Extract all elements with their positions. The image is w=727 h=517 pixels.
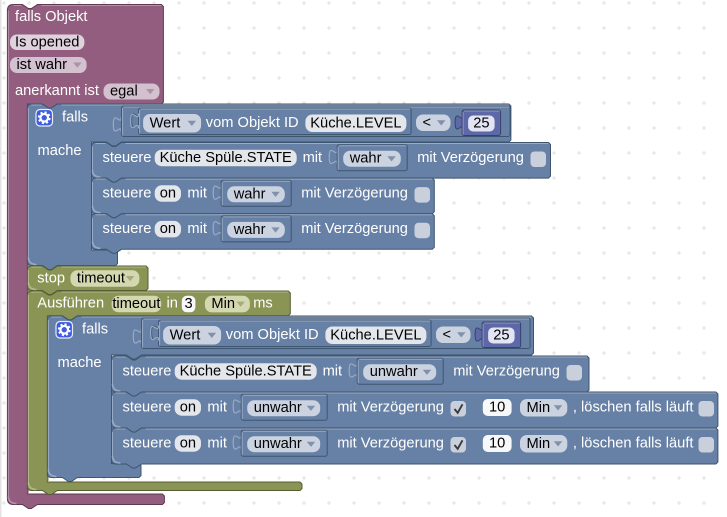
svg-text:timeout: timeout	[112, 296, 160, 312]
svg-text:wahr: wahr	[349, 151, 382, 167]
svg-text:egal: egal	[110, 84, 138, 100]
svg-text:Küche Spüle.STATE: Küche Spüle.STATE	[160, 150, 292, 166]
svg-text:Wert: Wert	[170, 327, 201, 343]
svg-text:ms: ms	[253, 295, 273, 311]
svg-text:Küche.LEVEL: Küche.LEVEL	[330, 327, 421, 343]
svg-text:10: 10	[489, 436, 505, 452]
svg-text:in: in	[167, 295, 178, 311]
svg-text:vom Objekt ID: vom Objekt ID	[226, 327, 319, 343]
svg-text:mit: mit	[207, 400, 227, 416]
svg-text:unwahr: unwahr	[254, 400, 302, 416]
svg-text:Min: Min	[211, 296, 235, 312]
svg-text:3: 3	[185, 296, 193, 312]
svg-text:stop: stop	[37, 270, 65, 286]
svg-text:on: on	[180, 435, 196, 451]
svg-text:Küche.LEVEL: Küche.LEVEL	[310, 115, 401, 131]
svg-text:, löschen falls läuft: , löschen falls läuft	[573, 436, 694, 452]
svg-text:mache: mache	[38, 143, 82, 159]
svg-text:falls Objekt: falls Objekt	[15, 9, 88, 25]
svg-text:mit Verzögerung: mit Verzögerung	[337, 400, 444, 416]
svg-text:mit: mit	[187, 186, 207, 202]
svg-text:steuere: steuere	[123, 400, 172, 416]
svg-text:mit Verzögerung: mit Verzögerung	[337, 436, 444, 452]
svg-text:falls: falls	[62, 110, 88, 126]
svg-text:on: on	[160, 221, 176, 237]
svg-text:, löschen falls läuft: , löschen falls läuft	[573, 400, 694, 416]
svg-text:Min: Min	[527, 400, 551, 416]
svg-text:10: 10	[489, 400, 505, 416]
svg-text:mit: mit	[323, 364, 343, 380]
svg-text:mit Verzögerung: mit Verzögerung	[453, 364, 560, 380]
svg-text:<: <	[443, 327, 452, 343]
svg-text:25: 25	[493, 328, 509, 344]
svg-text:Min: Min	[527, 436, 551, 452]
svg-text:<: <	[423, 115, 432, 131]
svg-text:steuere: steuere	[103, 221, 152, 237]
svg-text:on: on	[160, 186, 176, 202]
svg-text:Küche Spüle.STATE: Küche Spüle.STATE	[180, 363, 312, 379]
svg-text:wahr: wahr	[233, 186, 266, 202]
svg-text:steuere: steuere	[103, 150, 152, 166]
svg-text:mache: mache	[58, 355, 102, 371]
svg-text:steuere: steuere	[103, 186, 152, 202]
svg-text:25: 25	[473, 116, 489, 132]
svg-text:steuere: steuere	[123, 436, 172, 452]
svg-text:mit Verzögerung: mit Verzögerung	[417, 150, 524, 166]
svg-text:falls: falls	[82, 322, 108, 338]
svg-text:unwahr: unwahr	[254, 436, 302, 452]
svg-text:Is opened: Is opened	[15, 34, 79, 50]
svg-text:on: on	[180, 399, 196, 415]
svg-text:mit Verzögerung: mit Verzögerung	[301, 186, 408, 202]
svg-text:mit: mit	[187, 221, 207, 237]
svg-text:wahr: wahr	[233, 222, 266, 238]
svg-text:steuere: steuere	[123, 364, 172, 380]
svg-text:ist wahr: ist wahr	[17, 57, 68, 73]
svg-text:Wert: Wert	[150, 115, 181, 131]
svg-text:Ausführen: Ausführen	[37, 295, 104, 311]
svg-text:unwahr: unwahr	[370, 364, 418, 380]
svg-text:timeout: timeout	[77, 271, 125, 287]
svg-text:mit: mit	[207, 436, 227, 452]
svg-text:mit Verzögerung: mit Verzögerung	[301, 221, 408, 237]
svg-text:mit: mit	[303, 150, 323, 166]
svg-text:vom Objekt ID: vom Objekt ID	[206, 115, 299, 131]
svg-text:anerkannt ist: anerkannt ist	[15, 83, 99, 99]
